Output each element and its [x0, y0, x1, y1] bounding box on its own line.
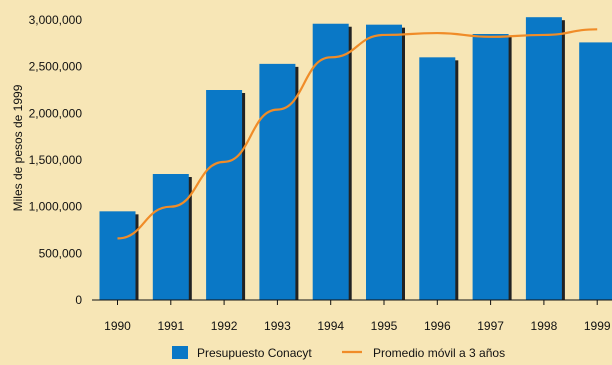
bar	[312, 23, 349, 300]
x-tick-label: 1994	[317, 319, 344, 333]
bar	[99, 211, 136, 300]
x-tick-label: 1997	[477, 319, 504, 333]
y-tick-label: 0	[75, 293, 82, 307]
x-tick-label: 1996	[424, 319, 451, 333]
legend: Presupuesto Conacyt Promedio móvil a 3 a…	[172, 346, 505, 360]
y-tick-label: 1,000,000	[29, 200, 83, 214]
x-tick-label: 1995	[371, 319, 398, 333]
legend-bar-swatch	[172, 346, 188, 359]
x-tick-label: 1991	[157, 319, 184, 333]
y-tick-label: 2,500,000	[29, 60, 83, 74]
x-tick-label: 1990	[104, 319, 131, 333]
y-ticks: 0 500,000 1,000,000 1,500,000 2,000,000 2,500…	[29, 13, 83, 307]
x-tick-label: 1999	[584, 319, 611, 333]
y-tick-label: 3,000,000	[29, 13, 83, 27]
bar	[525, 17, 562, 300]
y-tick-label: 1,500,000	[29, 153, 83, 167]
bar	[206, 90, 243, 300]
legend-line-label: Promedio móvil a 3 años	[373, 346, 505, 360]
bar	[152, 174, 189, 300]
bars	[99, 17, 612, 301]
y-tick-label: 2,000,000	[29, 106, 83, 120]
bar	[472, 34, 509, 300]
x-tick-label: 1998	[531, 319, 558, 333]
x-tick-label: 1992	[211, 319, 238, 333]
y-tick-label: 500,000	[39, 246, 83, 260]
bar	[579, 42, 612, 301]
x-tick-label: 1993	[264, 319, 291, 333]
bar	[366, 24, 402, 301]
y-axis-label: Miles de pesos de 1999	[11, 84, 25, 211]
bar	[419, 57, 456, 301]
bar	[259, 63, 296, 300]
moving-average-line	[117, 28, 598, 240]
legend-bar-label: Presupuesto Conacyt	[197, 346, 312, 360]
x-ticks: 1990 1991 1992 1993 1994 1995 1996 1997 1998 1999	[104, 300, 611, 333]
